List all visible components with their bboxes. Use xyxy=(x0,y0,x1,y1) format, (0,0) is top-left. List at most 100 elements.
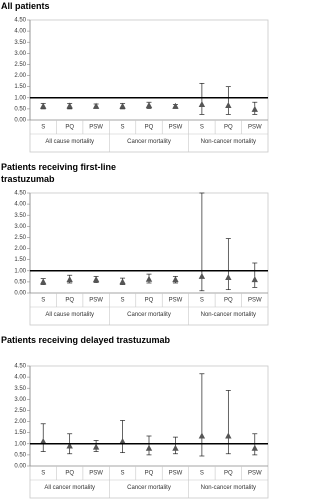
y-tick-label: 2.00 xyxy=(14,419,26,425)
point-estimate xyxy=(251,276,258,283)
point-estimate xyxy=(198,272,206,279)
chart-title: Patients receiving delayed trastuzumab xyxy=(1,335,171,345)
point-estimate xyxy=(172,102,179,109)
point-estimate xyxy=(119,102,126,109)
y-tick-label: 1.50 xyxy=(14,430,26,436)
point-estimate xyxy=(145,444,153,451)
chart-panel: All patients 0.00 0.50 1.00 1.50 2.00 2.50 3.00… xyxy=(0,0,271,153)
point-estimate xyxy=(119,278,126,285)
x-tick-label: S xyxy=(200,298,204,304)
chart-title: All patients xyxy=(1,1,50,11)
y-tick-label: 1.00 xyxy=(14,95,26,101)
y-tick-label: 3.50 xyxy=(14,386,26,392)
x-tick-label: S xyxy=(200,471,204,477)
x-tick-label: PSW xyxy=(248,471,262,477)
x-tick-label: PSW xyxy=(169,125,183,131)
y-tick-label: 1.00 xyxy=(14,268,26,274)
x-tick-label: PSW xyxy=(89,471,103,477)
x-tick-label: PSW xyxy=(248,125,262,131)
point-estimate xyxy=(66,276,73,283)
x-tick-label: PQ xyxy=(65,125,74,131)
y-tick-label: 2.00 xyxy=(14,73,26,79)
y-tick-label: 3.00 xyxy=(14,51,26,57)
chart-panel: Patients receiving delayed trastuzumab 0.… xyxy=(0,334,271,499)
chart: 0.00 0.50 1.00 1.50 2.00 2.50 3.00 3.50 4.00 4.50… xyxy=(14,18,269,153)
point-estimate xyxy=(172,276,179,283)
x-tick-label: S xyxy=(121,298,125,304)
y-tick-label: 3.00 xyxy=(14,397,26,403)
group-label: Non-cancer mortality xyxy=(201,485,256,491)
y-tick-label: 3.00 xyxy=(14,224,26,230)
point-estimate xyxy=(92,276,100,283)
group-label: All cause mortality xyxy=(45,312,94,318)
x-tick-label: PQ xyxy=(224,298,233,304)
point-estimate xyxy=(66,442,73,449)
plot-frame xyxy=(29,19,269,153)
x-tick-label: PQ xyxy=(145,298,154,304)
point-estimate xyxy=(251,105,258,112)
chart-panel: Patients receiving first-line trastuzuma… xyxy=(0,161,271,326)
point-estimate xyxy=(66,102,73,109)
y-tick-label: 4.00 xyxy=(14,29,26,35)
x-tick-label: S xyxy=(200,125,204,131)
y-tick-label: 1.50 xyxy=(14,257,26,263)
x-tick-label: PSW xyxy=(248,298,262,304)
point-estimate xyxy=(145,102,153,109)
y-tick-label: 2.50 xyxy=(14,235,26,241)
plot-frame xyxy=(29,192,269,326)
point-estimate xyxy=(225,102,232,109)
y-tick-label: 1.00 xyxy=(14,441,26,447)
x-tick-label: S xyxy=(41,471,45,477)
x-tick-label: PQ xyxy=(224,125,233,131)
point-estimate xyxy=(251,444,258,451)
chart-title: Patients receiving first-line trastuzuma… xyxy=(1,162,117,184)
x-tick-label: PSW xyxy=(89,298,103,304)
y-tick-label: 0.50 xyxy=(14,452,26,458)
y-tick-label: 2.50 xyxy=(14,62,26,68)
y-tick-label: 2.50 xyxy=(14,408,26,414)
x-tick-label: PSW xyxy=(169,298,183,304)
y-tick-label: 4.00 xyxy=(14,202,26,208)
point-estimate xyxy=(92,102,100,109)
y-tick-label: 0.50 xyxy=(14,106,26,112)
x-tick-label: S xyxy=(41,298,45,304)
point-estimate xyxy=(225,273,232,280)
y-tick-label: 4.50 xyxy=(14,18,26,24)
point-estimate xyxy=(119,438,126,445)
point-estimate xyxy=(198,432,206,439)
y-tick-label: 0.00 xyxy=(14,464,26,470)
x-tick-label: PQ xyxy=(65,471,74,477)
group-label: Cancer mortality xyxy=(127,485,171,491)
group-label: All cancer mortality xyxy=(44,485,95,491)
point-estimate xyxy=(40,102,47,109)
y-tick-label: 3.50 xyxy=(14,213,26,219)
x-tick-label: S xyxy=(41,125,45,131)
y-tick-label: 4.00 xyxy=(14,375,26,381)
x-tick-label: PQ xyxy=(224,471,233,477)
x-tick-label: S xyxy=(121,125,125,131)
y-tick-label: 0.00 xyxy=(14,291,26,297)
y-tick-label: 3.50 xyxy=(14,40,26,46)
y-tick-label: 2.00 xyxy=(14,246,26,252)
group-label: Cancer mortality xyxy=(127,312,171,318)
x-tick-label: PQ xyxy=(145,125,154,131)
x-tick-label: PQ xyxy=(65,298,74,304)
x-tick-label: PSW xyxy=(169,471,183,477)
group-label: All cause mortality xyxy=(45,139,94,145)
y-tick-label: 1.50 xyxy=(14,84,26,90)
point-estimate xyxy=(92,443,100,450)
x-tick-label: PSW xyxy=(89,125,103,131)
y-tick-label: 0.50 xyxy=(14,279,26,285)
point-estimate xyxy=(172,444,179,451)
x-tick-label: PQ xyxy=(145,471,154,477)
point-estimate xyxy=(40,438,47,445)
point-estimate xyxy=(40,278,47,285)
chart: 0.00 0.50 1.00 1.50 2.00 2.50 3.00 3.50 4.00 4.50… xyxy=(14,364,269,499)
group-label: Non-cancer mortality xyxy=(201,312,256,318)
group-label: Non-cancer mortality xyxy=(201,139,256,145)
plot-frame xyxy=(29,365,269,499)
y-tick-label: 4.50 xyxy=(14,191,26,197)
y-tick-label: 0.00 xyxy=(14,118,26,124)
chart: 0.00 0.50 1.00 1.50 2.00 2.50 3.00 3.50 4.00 4.50… xyxy=(14,191,269,326)
page: All patients 0.00 0.50 1.00 1.50 2.00 2.50 3.00… xyxy=(0,0,271,499)
